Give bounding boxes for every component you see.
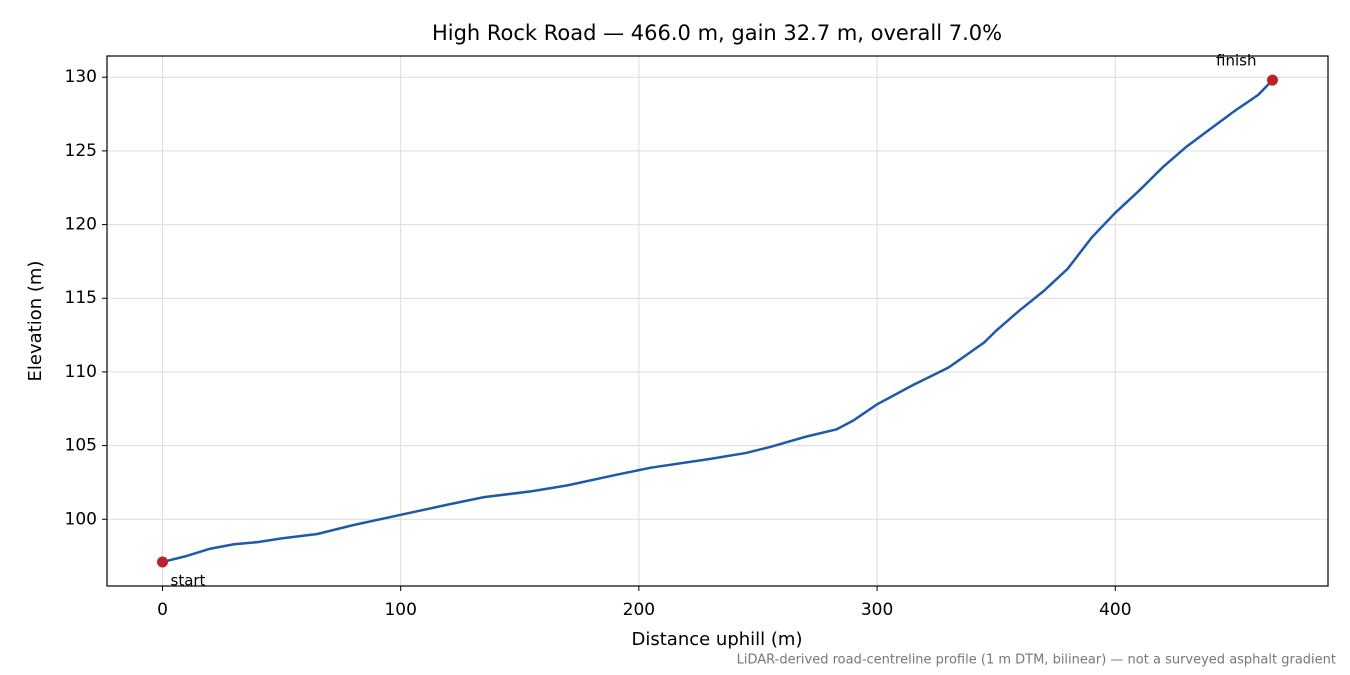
y-tick-label: 130 <box>65 67 97 87</box>
y-tick-label: 115 <box>65 288 97 308</box>
endpoint-marker <box>1267 74 1278 86</box>
y-tick-label: 100 <box>65 509 97 529</box>
x-tick-label: 400 <box>1099 600 1131 620</box>
x-tick-label: 100 <box>384 600 416 620</box>
chart-title: High Rock Road — 466.0 m, gain 32.7 m, o… <box>432 21 1002 45</box>
x-tick-label: 300 <box>861 600 893 620</box>
annotation: finish <box>1216 52 1256 70</box>
x-tick-label: 0 <box>157 600 168 620</box>
y-tick-label: 105 <box>65 436 97 456</box>
y-tick-label: 120 <box>65 215 97 235</box>
y-tick-label: 125 <box>65 141 97 161</box>
x-tick-label: 200 <box>623 600 655 620</box>
y-tick-label: 110 <box>65 362 97 382</box>
plot-frame <box>106 55 1329 587</box>
x-axis-label: Distance uphill (m) <box>632 629 803 650</box>
annotation: start <box>171 571 206 589</box>
endpoint-marker <box>157 556 168 568</box>
footnote: LiDAR-derived road-centreline profile (1… <box>737 653 1336 668</box>
y-axis-label: Elevation (m) <box>25 261 46 382</box>
elevation-line <box>162 79 1274 564</box>
